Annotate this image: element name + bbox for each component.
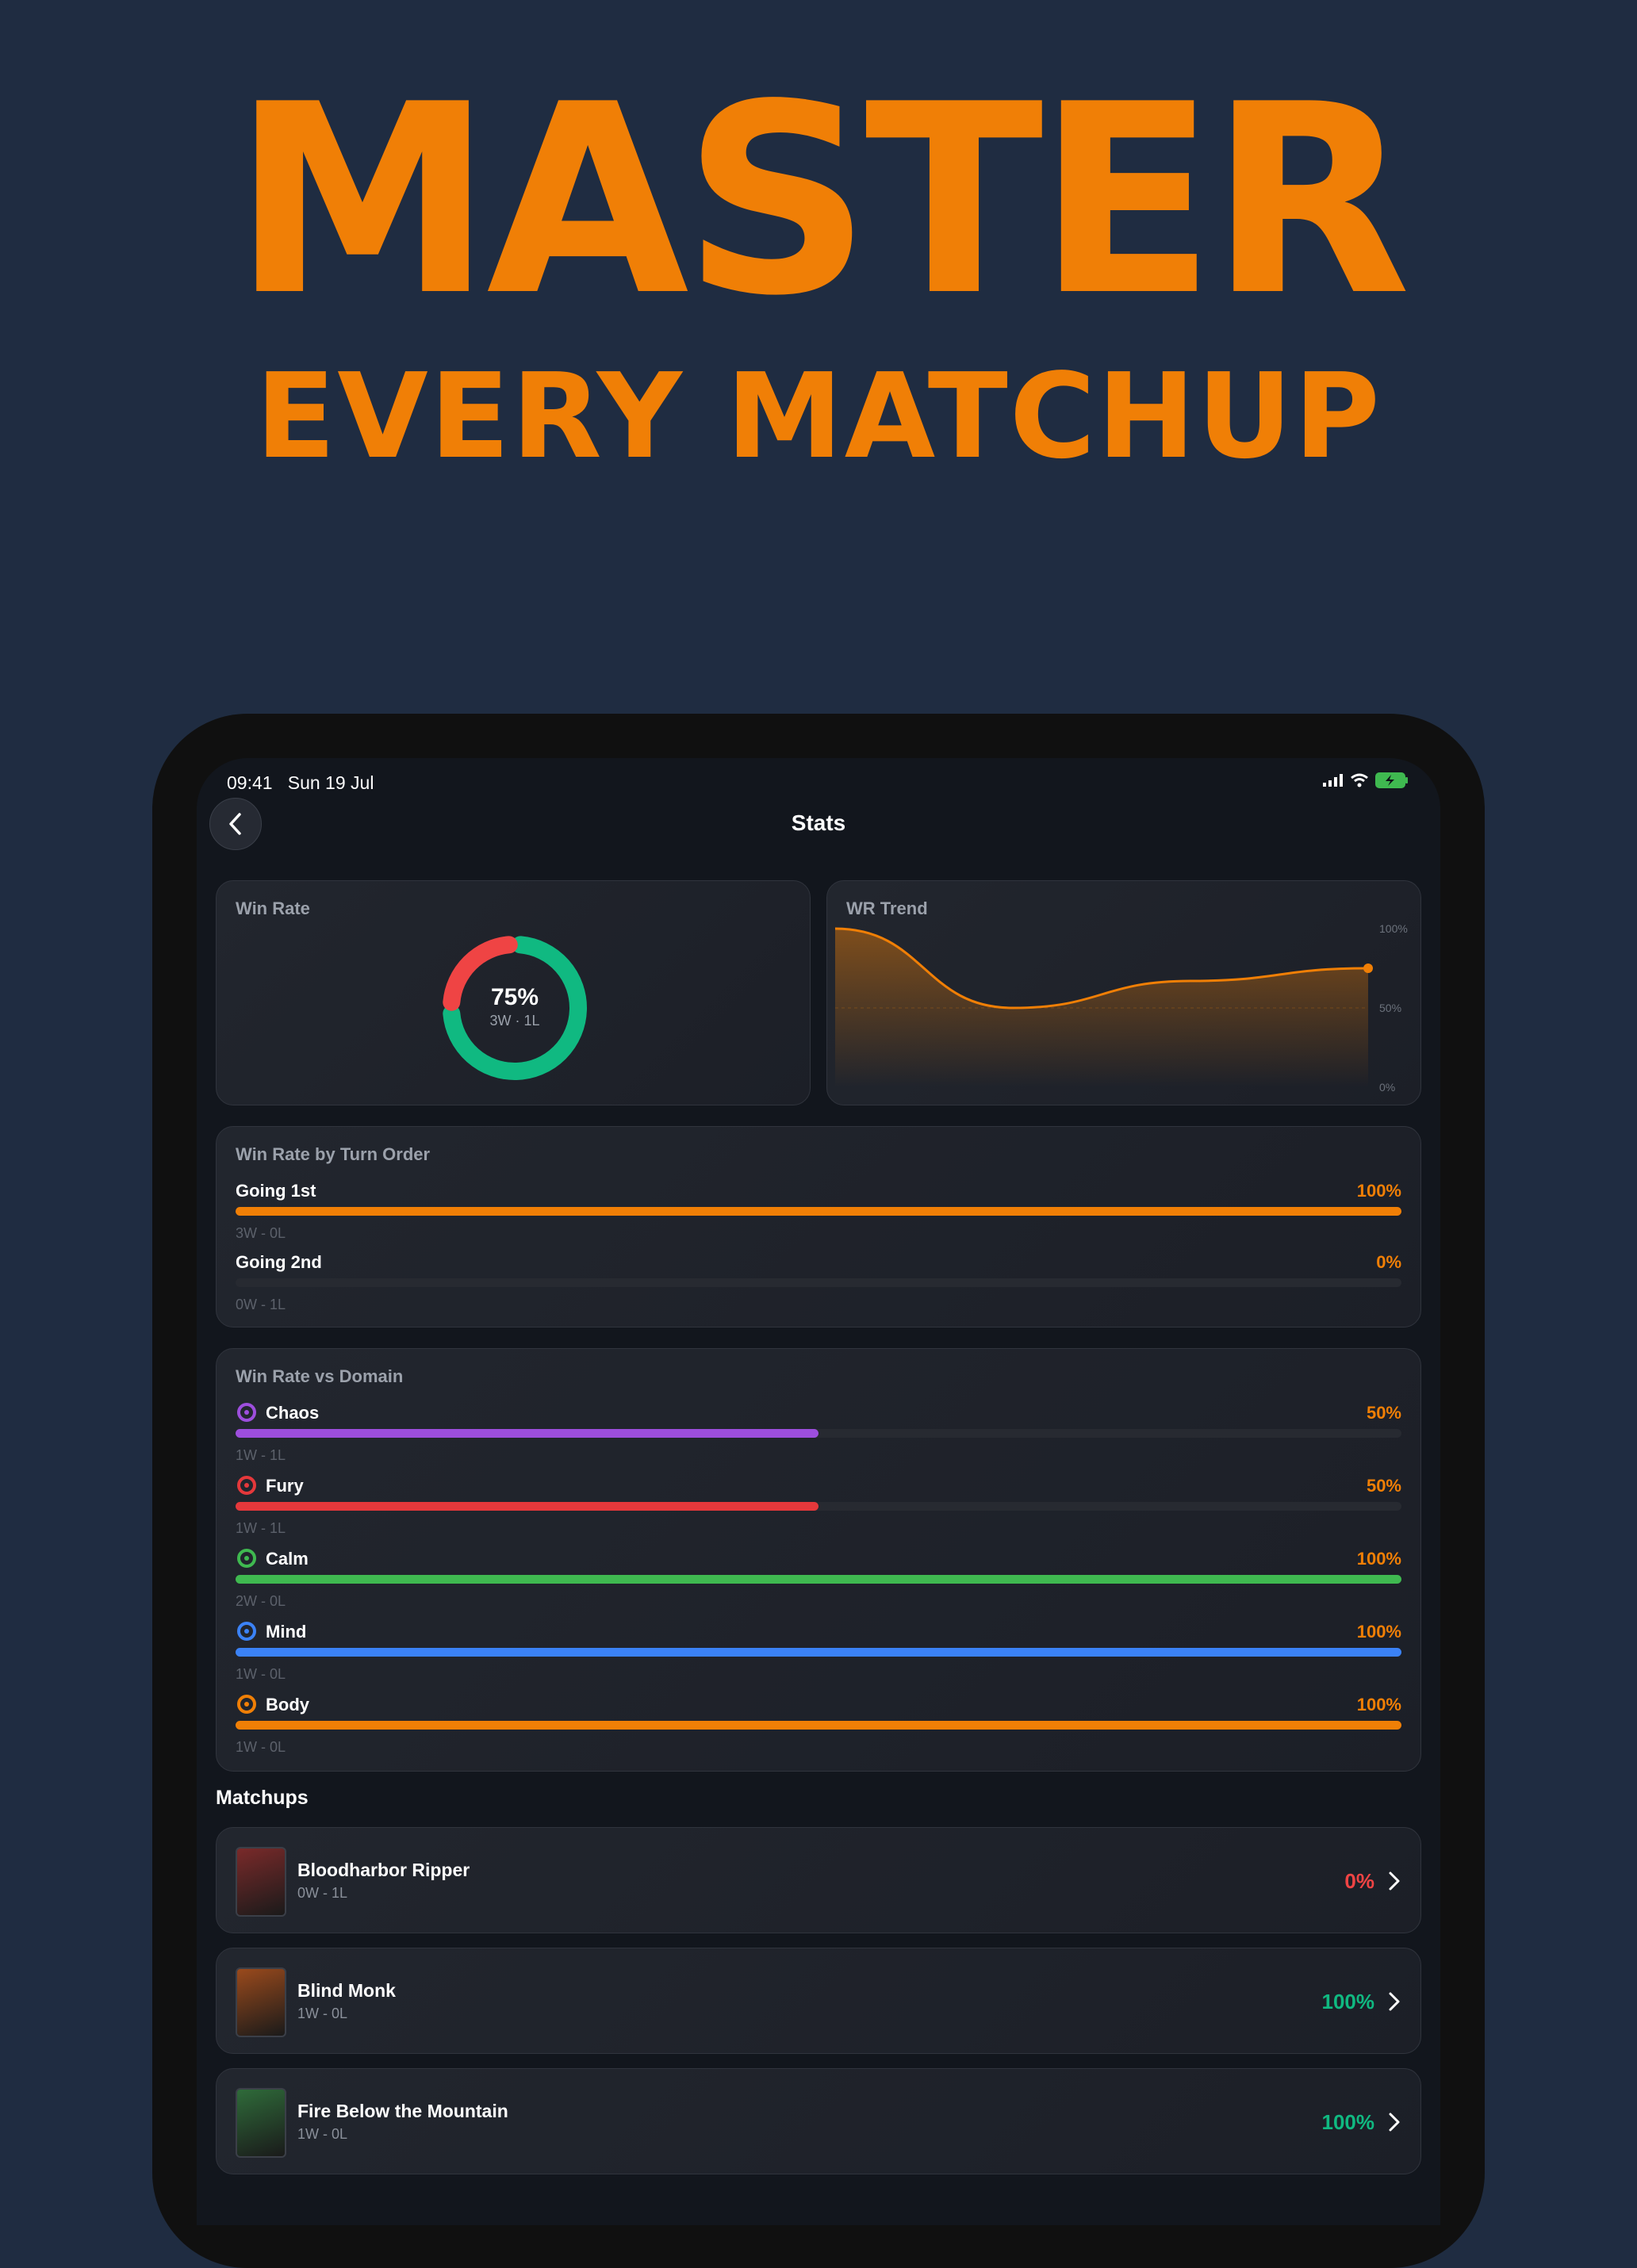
signal-icon (1323, 774, 1343, 787)
turn-order-bar-track (236, 1278, 1401, 1287)
domain-name: Body (266, 1695, 309, 1714)
chevron-right-icon (1389, 1871, 1400, 1891)
matchup-record: 1W - 0L (297, 2126, 348, 2142)
domain-percent: 50% (1366, 1403, 1401, 1423)
domain-name: Chaos (266, 1403, 320, 1423)
matchup-percent: 0% (1344, 1869, 1374, 1893)
domain-record: 1W - 1L (236, 1447, 286, 1463)
chaos-icon (237, 1403, 256, 1422)
domain-label: Win Rate vs Domain (236, 1366, 404, 1386)
turn-order-name: Going 2nd (236, 1252, 322, 1272)
app-screen: 09:41 Sun 19 Jul Stats (197, 758, 1440, 2225)
wifi-icon (1351, 773, 1368, 787)
trend-last-point (1363, 964, 1373, 973)
domain-bar-track (236, 1648, 1401, 1657)
domain-percent: 100% (1356, 1622, 1401, 1642)
trend-line (834, 927, 1369, 1009)
domain-card: Win Rate vs Domain Chaos 50% 1W - 1L Fury 50… (216, 1348, 1421, 1772)
wr-trend-label: WR Trend (846, 898, 928, 918)
domain-name: Mind (266, 1622, 307, 1642)
domain-bar-fill (236, 1575, 1401, 1584)
matchups-title: Matchups (216, 1787, 309, 1809)
status-icons (1323, 772, 1409, 788)
matchup-name: Fire Below the Mountain (297, 2101, 508, 2121)
matchup-name: Blind Monk (297, 1980, 396, 2001)
win-rate-percent: 75% (490, 984, 539, 1010)
domain-bar-fill (236, 1429, 818, 1438)
domain-bar-fill (236, 1721, 1401, 1730)
matchup-card-art (236, 1967, 286, 2037)
domain-percent: 50% (1366, 1476, 1401, 1496)
donut-center: 75% 3W · 1L (435, 984, 594, 1029)
domain-record: 1W - 0L (236, 1739, 286, 1755)
matchup-name: Bloodharbor Ripper (297, 1860, 470, 1880)
domain-record: 1W - 1L (236, 1520, 286, 1536)
matchup-record: 1W - 0L (297, 2006, 348, 2021)
win-rate-donut: 75% 3W · 1L (435, 929, 594, 1087)
turn-order-percent: 0% (1376, 1252, 1401, 1272)
turn-order-card: Win Rate by Turn Order Going 1st 100% 3W -… (216, 1126, 1421, 1327)
domain-bar-fill (236, 1648, 1401, 1657)
battery-icon (1375, 772, 1408, 788)
hero-subtitle: EVERY MATCHUP (255, 348, 1382, 485)
status-clock: 09:41 Sun 19 Jul (227, 772, 374, 794)
turn-order-label: Win Rate by Turn Order (236, 1144, 431, 1164)
turn-order-percent: 100% (1356, 1181, 1401, 1201)
domain-bar-track (236, 1575, 1401, 1584)
wr-trend-card: WR Trend 100% 50% 0% (826, 880, 1421, 1105)
status-bar: 09:41 Sun 19 Jul (227, 766, 1409, 798)
chevron-right-icon (1389, 2113, 1400, 2132)
page-title: Stats (791, 810, 846, 835)
turn-order-name: Going 1st (236, 1181, 316, 1201)
donut-losses-arc (443, 936, 518, 1011)
hero-title: MASTER (232, 48, 1411, 353)
matchup-card[interactable]: Fire Below the Mountain 1W - 0L 100% (216, 2068, 1421, 2174)
back-button[interactable] (209, 798, 262, 850)
matchup-percent: 100% (1321, 1990, 1375, 2013)
domain-name: Calm (266, 1549, 309, 1569)
win-rate-card: Win Rate 75% 3W · 1L (216, 880, 811, 1105)
matchup-card[interactable]: Bloodharbor Ripper 0W - 1L 0% (216, 1827, 1421, 1933)
calm-icon (237, 1549, 256, 1568)
turn-order-record: 3W - 0L (236, 1225, 286, 1241)
domain-percent: 100% (1356, 1549, 1401, 1569)
trend-y-tick: 50% (1379, 1002, 1401, 1014)
turn-order-record: 0W - 1L (236, 1297, 286, 1312)
matchup-card-art (236, 2088, 286, 2158)
donut-wins-arc (443, 936, 587, 1080)
matchup-record: 0W - 1L (297, 1885, 348, 1901)
matchup-card-art (236, 1847, 286, 1917)
domain-name: Fury (266, 1476, 304, 1496)
domain-record: 1W - 0L (236, 1666, 286, 1682)
domain-percent: 100% (1356, 1695, 1401, 1714)
chevron-right-icon (1389, 1992, 1400, 2011)
trend-y-tick: 100% (1379, 922, 1408, 935)
domain-bar-track (236, 1429, 1401, 1438)
fury-icon (237, 1476, 256, 1495)
domain-record: 2W - 0L (236, 1593, 286, 1609)
domain-bar-fill (236, 1502, 818, 1511)
body-icon (237, 1695, 256, 1714)
turn-order-bar-fill (236, 1207, 1401, 1216)
domain-bar-track (236, 1502, 1401, 1511)
turn-order-bar-track (236, 1207, 1401, 1216)
status-date: Sun 19 Jul (287, 772, 374, 793)
win-rate-label: Win Rate (236, 898, 310, 918)
trend-area (835, 929, 1368, 1087)
matchup-card[interactable]: Blind Monk 1W - 0L 100% (216, 1948, 1421, 2054)
status-time: 09:41 (227, 772, 273, 793)
domain-bar-track (236, 1721, 1401, 1730)
trend-y-tick: 0% (1379, 1081, 1395, 1094)
donut-chart (443, 936, 587, 1080)
chevron-left-icon (229, 813, 241, 835)
matchup-percent: 100% (1321, 2110, 1375, 2134)
mind-icon (237, 1622, 256, 1641)
win-rate-record: 3W · 1L (489, 1013, 540, 1029)
wr-trend-chart: 100% 50% 0% (834, 922, 1408, 1094)
